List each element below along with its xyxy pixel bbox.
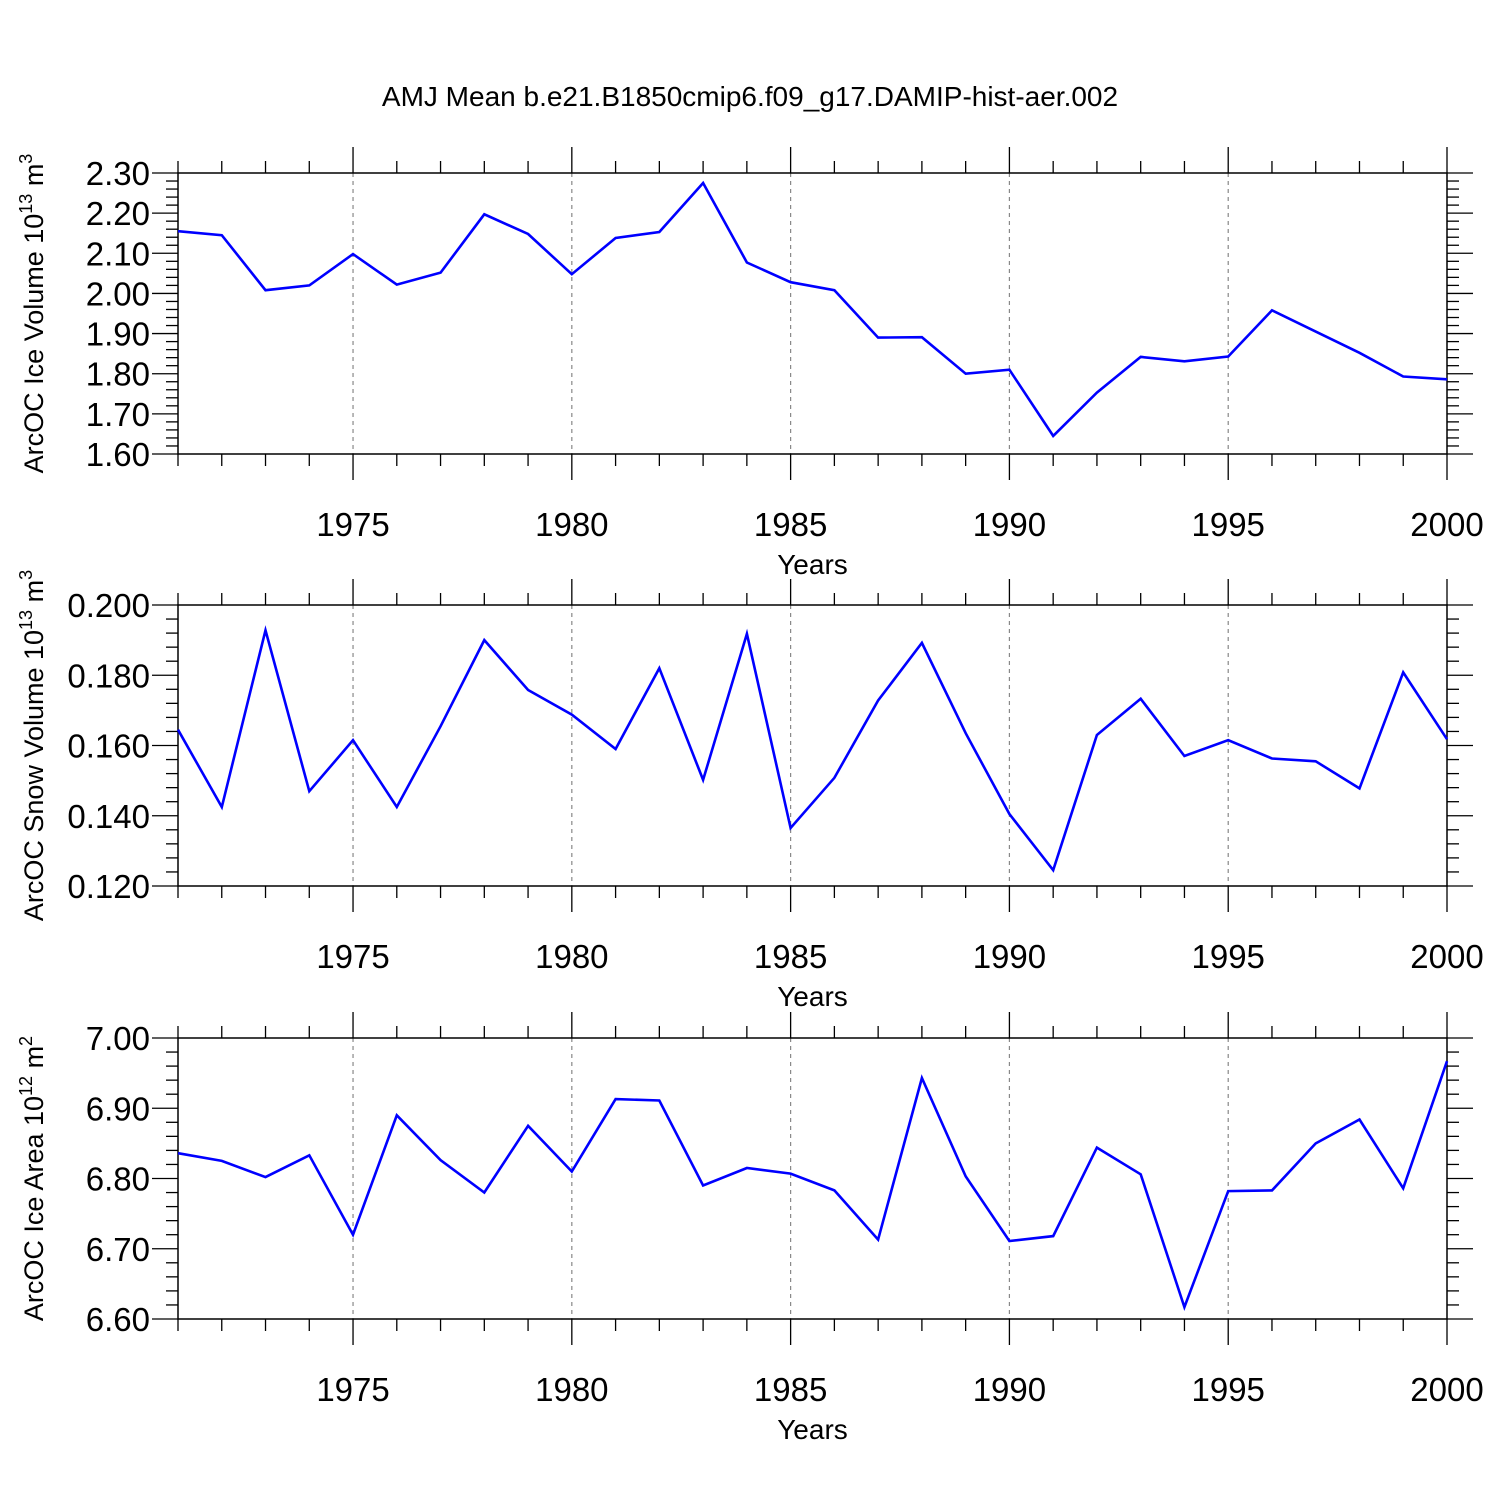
x-axis-title: Years: [777, 549, 848, 580]
y-tick-label: 2.00: [86, 275, 150, 312]
panel-2: 0.120 0.140 0.160 0.180 0.200 1975 1980 1985 199…: [16, 570, 1484, 1012]
x-tick-label: 1980: [535, 938, 608, 975]
y-tick-label: 2.10: [86, 235, 150, 272]
y-axis-title: ArcOC Ice Volume 1013 m3: [16, 154, 49, 474]
y-tick-label: 1.60: [86, 436, 150, 473]
y-tick-label: 7.00: [86, 1020, 150, 1057]
plot-frame: [177, 1037, 1448, 1320]
y-tick-label: 2.20: [86, 195, 150, 232]
x-tick-label: 1985: [754, 1371, 827, 1408]
x-tick-label: 2000: [1410, 506, 1483, 543]
x-tick-label: 2000: [1410, 938, 1483, 975]
series-line: [177, 1060, 1449, 1312]
chart-title: AMJ Mean b.e21.B1850cmip6.f09_g17.DAMIP-…: [382, 81, 1118, 112]
x-tick-label: 1985: [754, 938, 827, 975]
x-tick-label: 1990: [973, 1371, 1046, 1408]
y-tick-label: 1.70: [86, 396, 150, 433]
x-tick-label: 1980: [535, 506, 608, 543]
series-line: [177, 180, 1448, 438]
y-tick-label: 6.70: [86, 1231, 150, 1268]
x-tick-label: 1975: [316, 938, 389, 975]
y-tick-label: 1.90: [86, 316, 150, 353]
x-tick-label: 1975: [316, 506, 389, 543]
panel-3: 6.60 6.70 6.80 6.90 7.00 1975 1980 1985 1990 1995…: [16, 1012, 1484, 1445]
y-tick-label: 0.200: [67, 587, 150, 624]
x-tick-label: 1995: [1191, 938, 1264, 975]
y-tick-label: 6.60: [86, 1301, 150, 1338]
x-tick-label: 1975: [316, 1371, 389, 1408]
series-line: [176, 625, 1449, 873]
y-tick-label: 0.180: [67, 657, 150, 694]
x-tick-label: 1980: [535, 1371, 608, 1408]
y-tick-label: 6.90: [86, 1090, 150, 1127]
x-tick-label: 2000: [1410, 1371, 1483, 1408]
y-tick-label: 2.30: [86, 155, 150, 192]
panel-1: 1.601.701.801.90 2.002.102.202.30 1975 1980…: [16, 147, 1484, 580]
y-tick-label: 0.140: [67, 798, 150, 835]
y-axis-title: ArcOC Snow Volume 1013 m3: [16, 570, 49, 921]
x-tick-label: 1995: [1191, 1371, 1264, 1408]
plot-frame: [177, 172, 1448, 455]
y-tick-label: 1.80: [86, 356, 150, 393]
x-tick-label: 1985: [754, 506, 827, 543]
x-tick-label: 1990: [973, 938, 1046, 975]
plot-frame: [177, 604, 1448, 887]
x-tick-label: 1990: [973, 506, 1046, 543]
x-axis-title: Years: [777, 1414, 848, 1445]
y-tick-label: 6.80: [86, 1161, 150, 1198]
x-axis-title: Years: [777, 981, 848, 1012]
y-tick-label: 0.120: [67, 868, 150, 905]
panels-container: 1.601.701.801.90 2.002.102.202.30 1975 1980…: [16, 147, 1484, 1445]
x-tick-label: 1995: [1191, 506, 1264, 543]
y-axis-title: ArcOC Ice Area 1012 m2: [16, 1036, 49, 1321]
y-tick-label: 0.160: [67, 728, 150, 765]
